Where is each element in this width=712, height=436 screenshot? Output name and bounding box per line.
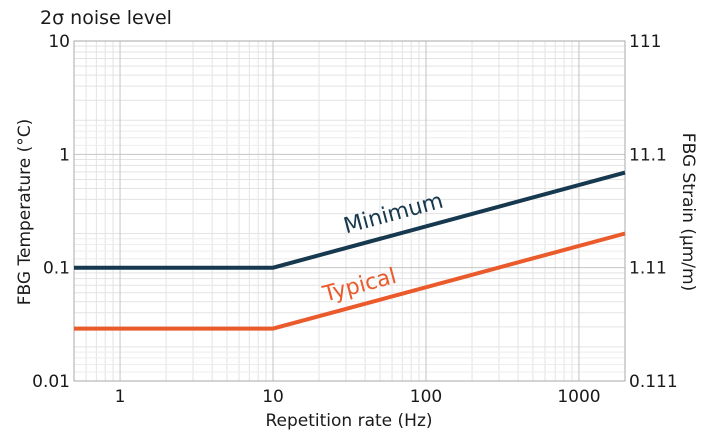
x-tick-labels: 1 10 100 1000 xyxy=(115,387,601,407)
x-tick-label: 1000 xyxy=(557,387,600,407)
x-tick-label: 1 xyxy=(115,387,126,407)
y-right-tick-labels: 0.111 1.11 11.1 111 xyxy=(629,32,678,392)
y-tick-label: 1 xyxy=(59,145,70,165)
y2-axis-label: FBG Strain (µm/m) xyxy=(678,133,698,291)
y2-tick-label: 0.111 xyxy=(629,372,678,392)
y-tick-label: 0.01 xyxy=(32,372,70,392)
y2-tick-label: 111 xyxy=(629,32,661,52)
plot-frame xyxy=(73,40,626,382)
series-line-typical xyxy=(74,231,626,331)
x-tick-label: 10 xyxy=(262,387,284,407)
x-tick-label: 100 xyxy=(410,387,442,407)
chart-title: 2σ noise level xyxy=(40,7,172,29)
series-lines xyxy=(74,170,626,331)
y-axis-label: FBG Temperature (°C) xyxy=(15,119,35,305)
y-tick-label: 0.1 xyxy=(43,259,70,279)
y-tick-label: 10 xyxy=(48,32,70,52)
y-left-tick-labels: 0.01 0.1 1 10 xyxy=(32,32,70,392)
x-axis-label: Repetition rate (Hz) xyxy=(265,411,432,431)
series-line-minimum xyxy=(74,170,626,270)
minor-gridlines xyxy=(73,41,626,381)
y2-tick-label: 1.11 xyxy=(629,259,667,279)
y2-tick-label: 11.1 xyxy=(629,145,667,165)
